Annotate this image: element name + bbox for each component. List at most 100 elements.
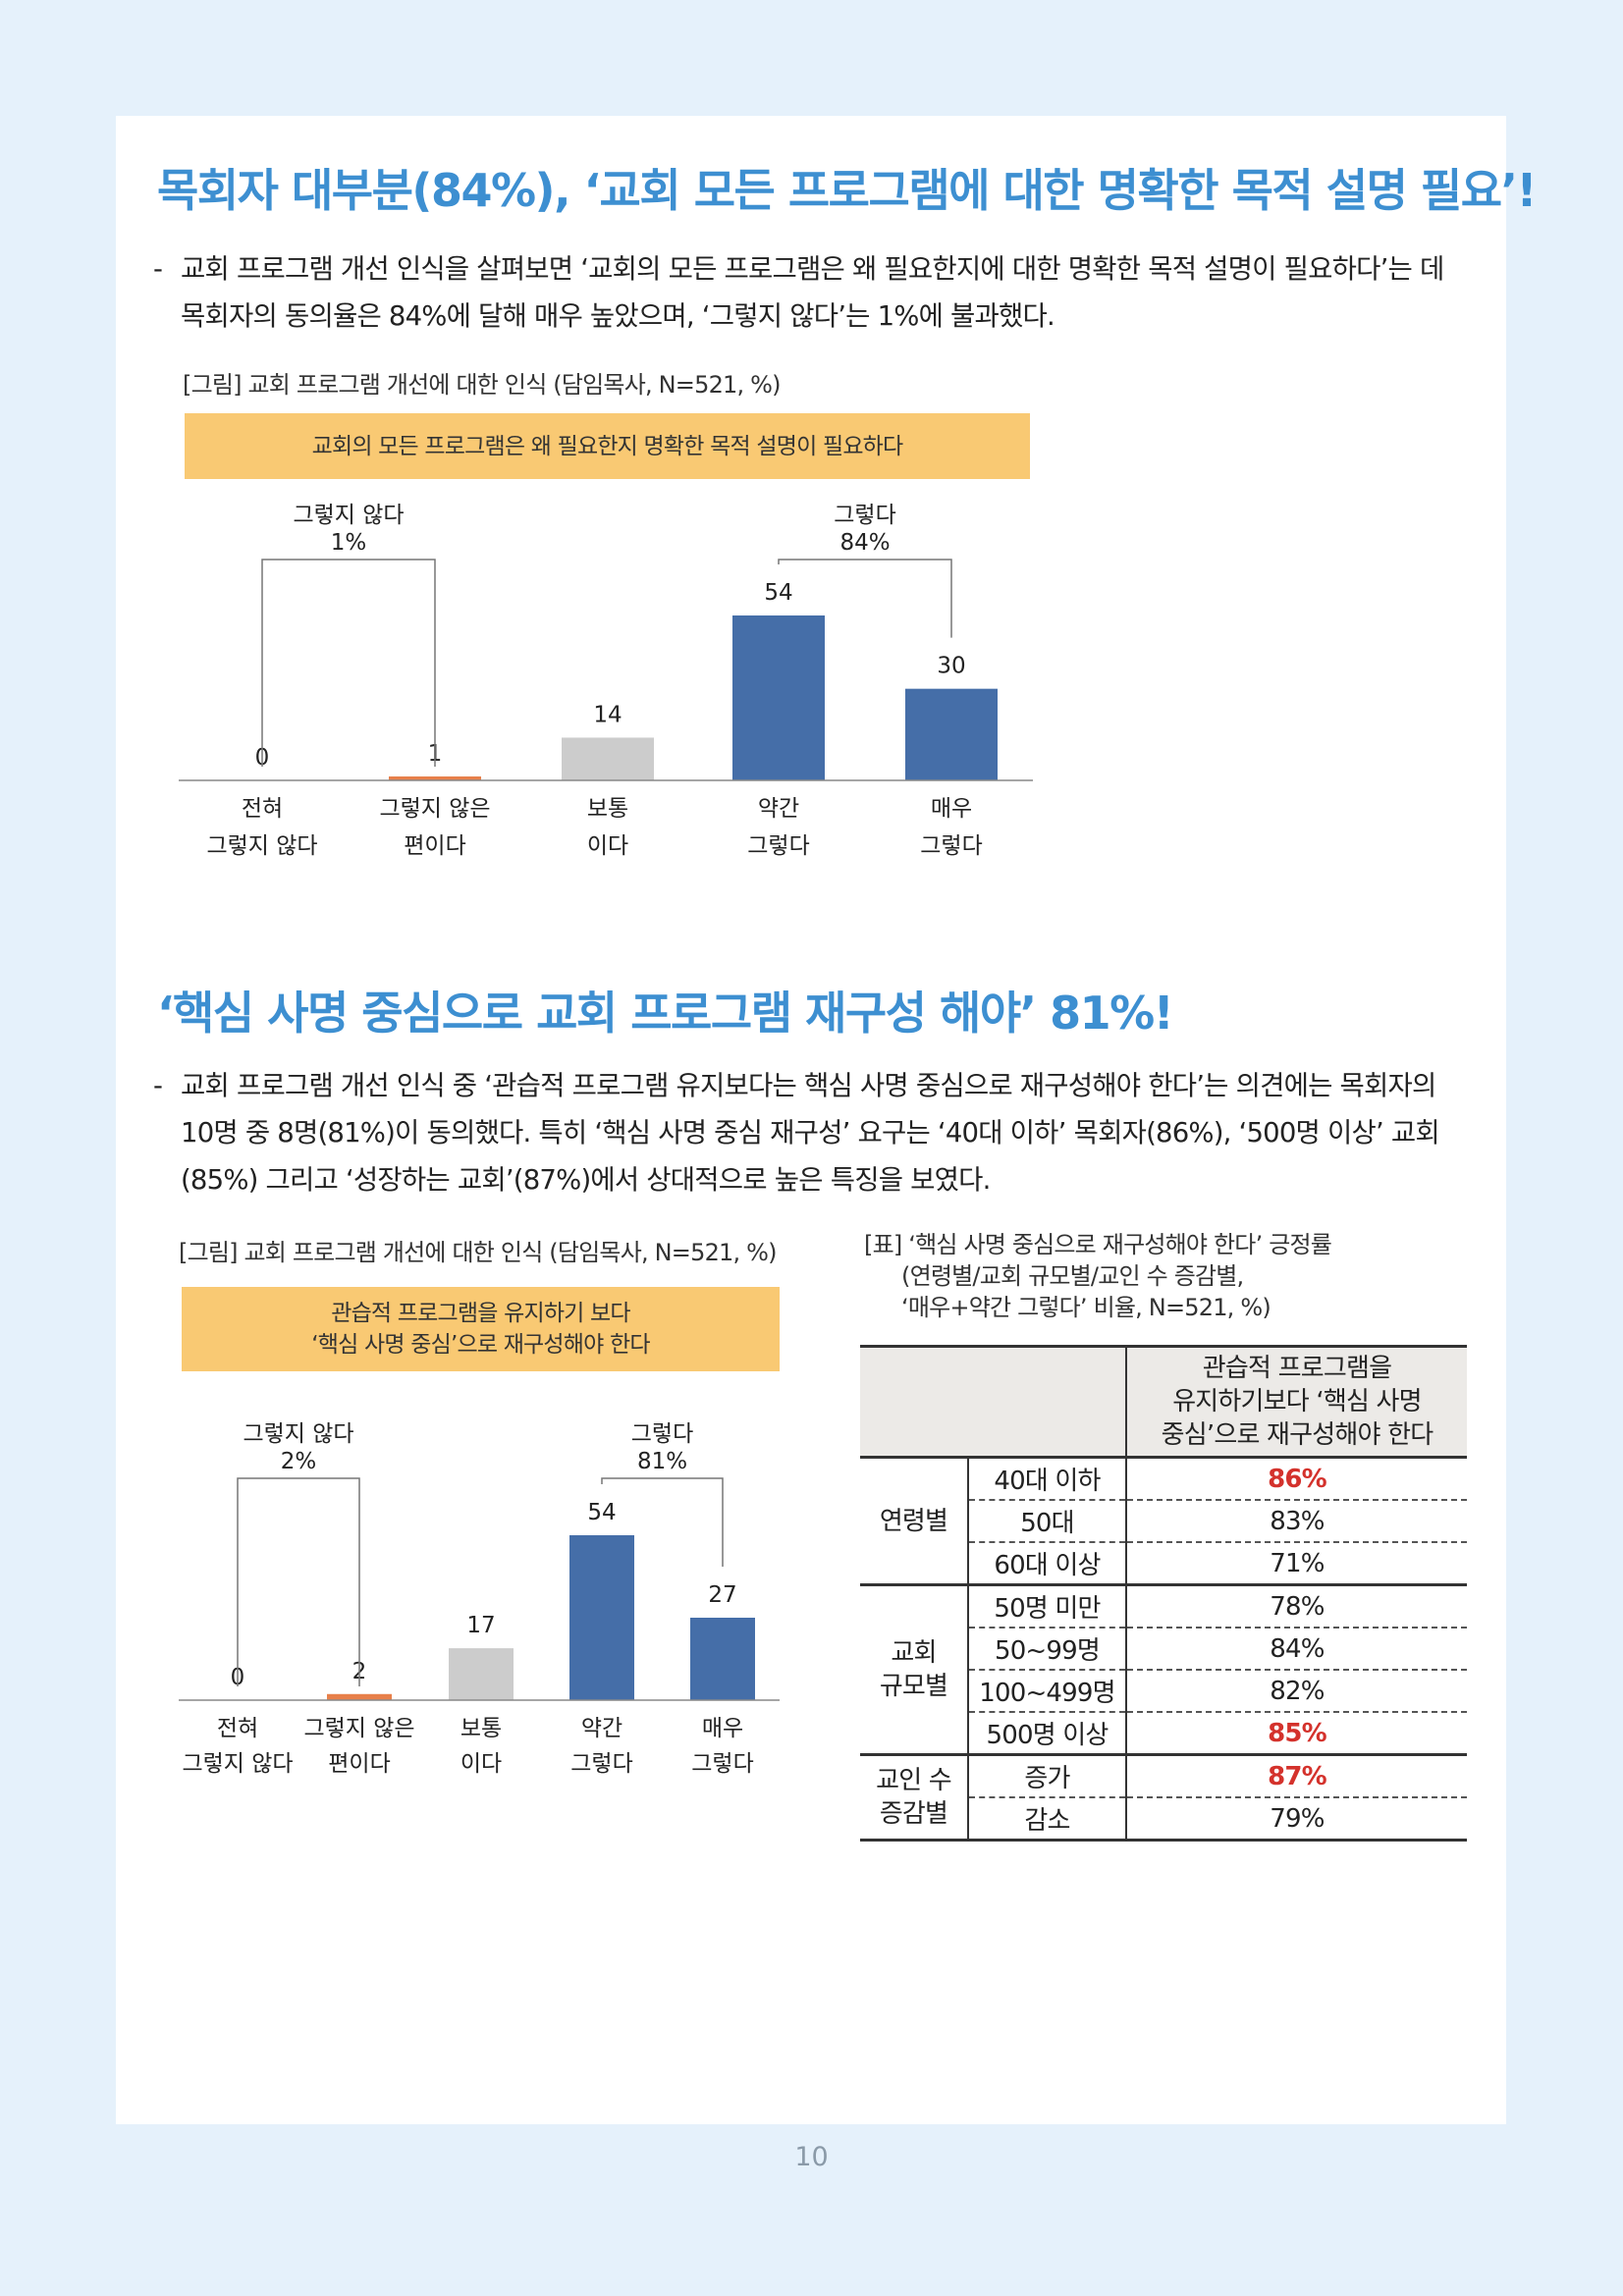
row-label-cell: 감소: [968, 1797, 1127, 1842]
group-label-line: 연령별: [879, 1506, 948, 1536]
category-label: 그렇지 않은: [303, 1716, 414, 1741]
category-label: 매우: [931, 796, 972, 822]
figure2-caption: [그림] 교회 프로그램 개선에 대한 인식 (담임목사, N=521, %): [179, 1239, 778, 1266]
section1-paragraph: - 교회 프로그램 개선 인식을 살펴보면 ‘교회의 모든 프로그램은 왜 필요…: [153, 245, 1469, 340]
group-label-cell: 교인 수 증감별: [860, 1754, 969, 1842]
banner-line: 교회의 모든 프로그램은 왜 필요한지 명확한 목적 설명이 필요하다: [311, 433, 904, 459]
row-value-cell: 82%: [1126, 1670, 1467, 1713]
table-row: 50대 83%: [860, 1500, 1467, 1543]
group-bracket: [778, 559, 952, 638]
row-value-cell: 86%: [1126, 1457, 1467, 1501]
table-caption: [표] ‘핵심 사명 중심으로 재구성해야 한다’ 긍정률 (연령별/교회 규모별…: [864, 1229, 1332, 1323]
row-label-cell: 50명 미만: [968, 1584, 1127, 1629]
group-label: 그렇다: [834, 503, 895, 528]
group-label-line: 교인 수: [876, 1766, 952, 1795]
table-caption-line: ‘매우+약간 그렇다’ 비율, N=521, %): [901, 1294, 1271, 1321]
table-caption-line: [표] ‘핵심 사명 중심으로 재구성해야 한다’ 긍정률: [864, 1231, 1332, 1258]
table-caption-line: (연령별/교회 규모별/교인 수 증감별,: [901, 1262, 1244, 1290]
section2-paragraph-text: 교회 프로그램 개선 인식 중 ‘관습적 프로그램 유지보다는 핵심 사명 중심…: [181, 1070, 1440, 1196]
row-value-cell: 84%: [1126, 1628, 1467, 1671]
category-label: 그렇지 않다: [206, 833, 317, 859]
category-label: 보통: [587, 796, 628, 822]
row-label-cell: 500명 이상: [968, 1712, 1127, 1756]
bar: [389, 776, 481, 780]
header-line: 중심’으로 재구성해야 한다: [1161, 1420, 1434, 1450]
category-label: 이다: [460, 1751, 502, 1777]
category-label: 편이다: [404, 833, 465, 859]
table-row: 50~99명 84%: [860, 1628, 1467, 1671]
bar-value-label: 14: [593, 702, 622, 727]
header-empty-cell: [968, 1345, 1127, 1459]
section1-paragraph-text: 교회 프로그램 개선 인식을 살펴보면 ‘교회의 모든 프로그램은 왜 필요한지…: [181, 253, 1444, 332]
category-label: 매우: [702, 1716, 743, 1741]
group-label-line: 규모별: [879, 1672, 948, 1701]
bar: [327, 1693, 392, 1700]
category-label: 전혀: [217, 1716, 258, 1741]
bar: [732, 615, 825, 780]
group-bracket: [601, 1477, 724, 1567]
bar: [569, 1535, 634, 1700]
row-value-cell: 83%: [1126, 1500, 1467, 1543]
row-label-cell: 40대 이하: [968, 1457, 1127, 1501]
category-label: 이다: [587, 833, 628, 859]
group-value: 81%: [637, 1449, 687, 1474]
header-line: 유지하기보다 ‘핵심 사명: [1172, 1387, 1422, 1416]
table-row: 교회 규모별 50명 미만 78%: [860, 1584, 1467, 1756]
table-row: 60대 이상 71%: [860, 1542, 1467, 1586]
row-value-cell: 85%: [1126, 1712, 1467, 1756]
banner-line: 관습적 프로그램을 유지하기 보다: [331, 1301, 630, 1326]
group-value: 2%: [281, 1449, 317, 1474]
bar: [905, 688, 998, 780]
group-label: 그렇다: [631, 1421, 693, 1447]
category-label: 약간: [581, 1716, 622, 1741]
group-label-line: 교회: [891, 1638, 937, 1668]
bar: [449, 1648, 514, 1700]
row-value-cell: 87%: [1126, 1754, 1467, 1798]
table-body: 연령별 40대 이하 86% 50대 83% 60대 이상 71% 교회 규모별 50명 미만 78…: [860, 1457, 1467, 1842]
page-number: 10: [794, 2142, 829, 2172]
table-row: 감소 79%: [860, 1797, 1467, 1842]
table-row: 100~499명 82%: [860, 1670, 1467, 1713]
banner-line: ‘핵심 사명 중심’으로 재구성해야 한다: [311, 1332, 650, 1358]
figure1-caption: [그림] 교회 프로그램 개선에 대한 인식 (담임목사, N=521, %): [183, 371, 782, 399]
category-label: 그렇다: [691, 1751, 753, 1777]
table-row: 500명 이상 85%: [860, 1712, 1467, 1756]
category-label: 그렇다: [920, 833, 982, 859]
section1-headline: 목회자 대부분(84%), ‘교회 모든 프로그램에 대한 명확한 목적 설명 …: [157, 164, 1538, 217]
table-row: 교인 수 증감별 증가 87%: [860, 1754, 1467, 1842]
bullet-dash: -: [153, 1070, 163, 1101]
table-row: 연령별 40대 이하 86%: [860, 1457, 1467, 1586]
row-label-cell: 60대 이상: [968, 1542, 1127, 1586]
bar-value-label: 30: [937, 654, 965, 679]
bar-value-label: 17: [466, 1613, 495, 1638]
header-empty-cell: [860, 1345, 968, 1459]
row-label-cell: 증가: [968, 1754, 1127, 1798]
bar-value-label: 54: [764, 580, 792, 606]
group-value: 84%: [839, 530, 890, 556]
group-value: 1%: [331, 530, 367, 556]
row-value-cell: 78%: [1126, 1584, 1467, 1629]
category-label: 편이다: [328, 1751, 390, 1777]
bar-value-label: 54: [587, 1500, 616, 1525]
category-label: 보통: [460, 1716, 502, 1741]
header-line: 관습적 프로그램을: [1202, 1354, 1392, 1383]
category-label: 그렇다: [747, 833, 809, 859]
category-label: 그렇지 않은: [379, 796, 490, 822]
bar: [562, 737, 654, 780]
row-label-cell: 100~499명: [968, 1670, 1127, 1713]
group-bracket: [261, 559, 436, 767]
category-label: 그렇지 않다: [182, 1751, 293, 1777]
bar: [690, 1618, 755, 1700]
row-value-cell: 71%: [1126, 1542, 1467, 1586]
row-label-cell: 50~99명: [968, 1628, 1127, 1671]
bar-value-label: 27: [708, 1582, 736, 1608]
category-label: 약간: [758, 796, 799, 822]
figure1-banner: 교회의 모든 프로그램은 왜 필요한지 명확한 목적 설명이 필요하다: [185, 413, 1030, 479]
